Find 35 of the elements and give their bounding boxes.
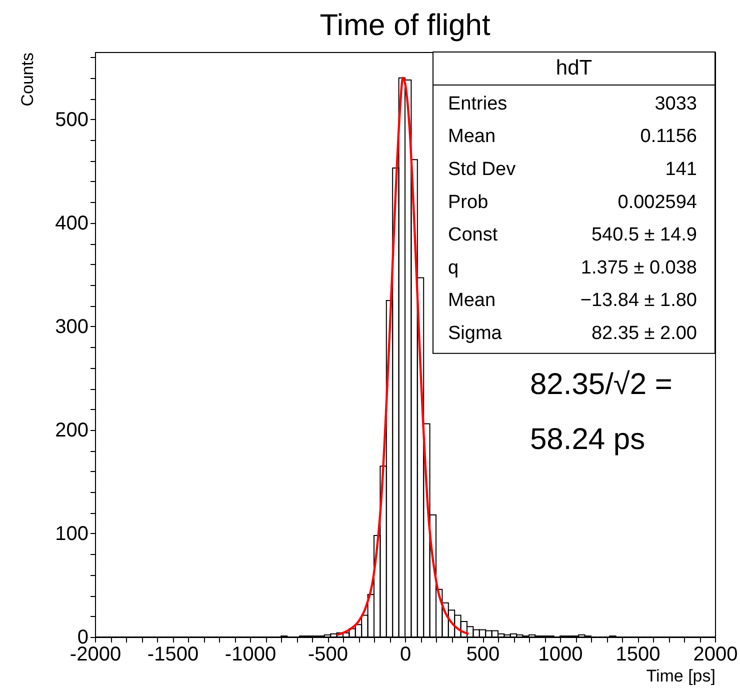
annotation: Sigma xyxy=(448,323,502,344)
x-tick-label: 1000 xyxy=(538,644,583,666)
annotation: 1.375 ± 0.038 xyxy=(580,257,697,278)
y-tick-label: 100 xyxy=(55,522,88,545)
x-tick-label: 0 xyxy=(400,644,412,666)
x-tick-label: -1500 xyxy=(147,644,199,666)
annotation: 82.35/√2 = 58.24 ps xyxy=(530,368,672,456)
annotation: Prob xyxy=(448,192,488,213)
annotation: Std Dev xyxy=(448,159,516,180)
x-tick-label: 500 xyxy=(466,644,500,666)
annotation: 540.5 ± 14.9 xyxy=(591,224,697,246)
y-tick-label: 400 xyxy=(55,212,88,234)
x-tick-label: -2000 xyxy=(70,644,122,666)
annotation: 0.1156 xyxy=(640,126,697,148)
annotation: q xyxy=(448,257,459,278)
annotation: 0.002594 xyxy=(618,192,698,213)
annotation: Mean xyxy=(448,290,496,312)
annotation: −13.84 ± 1.80 xyxy=(580,290,697,312)
x-tick-label: -1000 xyxy=(224,644,276,666)
annotation: hdT xyxy=(556,56,592,80)
chart-title: Time of flight xyxy=(320,9,491,42)
x-axis-title: Time [ps] xyxy=(646,666,716,686)
y-tick-label: 500 xyxy=(55,108,88,131)
annotation: Const xyxy=(448,224,498,246)
x-tick-label: 1500 xyxy=(616,644,660,666)
y-axis-title: Counts xyxy=(18,52,38,106)
x-tick-label: -500 xyxy=(308,644,348,666)
x-tick-label: 2000 xyxy=(693,644,738,666)
annotation: 82.35 ± 2.00 xyxy=(591,323,697,344)
annotation: Mean xyxy=(448,126,496,148)
annotation: Entries xyxy=(448,93,508,114)
annotation: 3033 xyxy=(654,93,697,114)
y-tick-label: 300 xyxy=(55,316,88,338)
y-tick-label: 200 xyxy=(55,419,88,442)
annotation: 141 xyxy=(665,159,697,180)
